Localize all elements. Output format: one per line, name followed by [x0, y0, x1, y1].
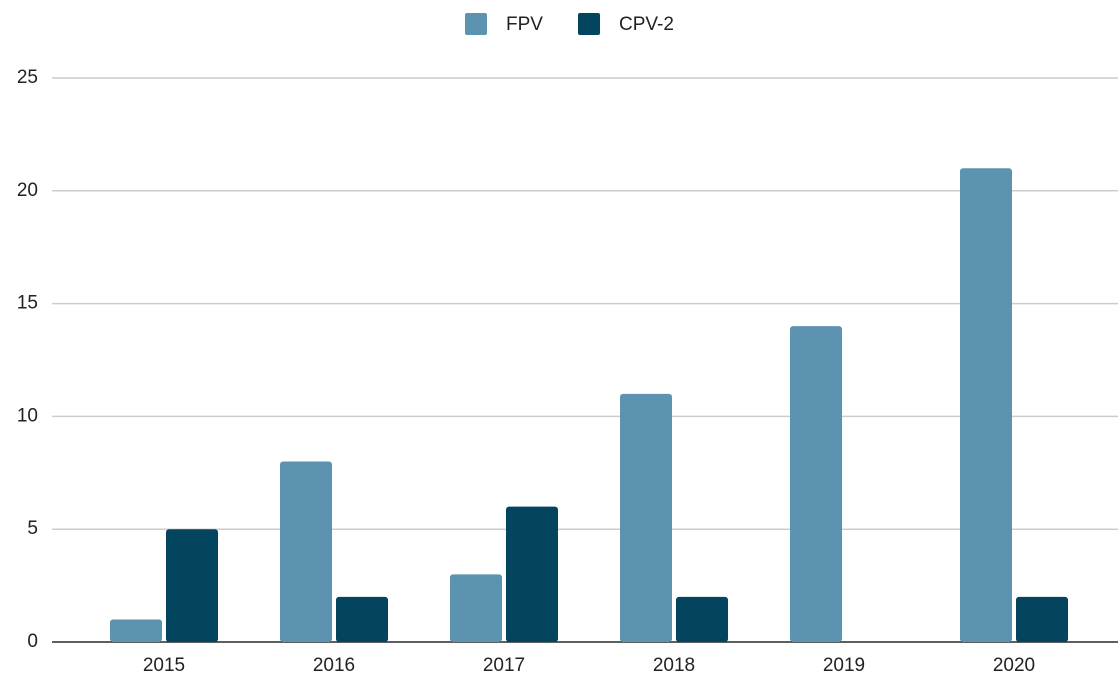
legend-swatch: [578, 13, 600, 35]
y-tick-label: 10: [17, 405, 38, 426]
y-tick-label: 5: [27, 518, 38, 539]
bar: [506, 506, 558, 642]
legend-label: CPV-2: [619, 14, 674, 35]
legend-swatch: [465, 13, 487, 35]
y-tick-label: 25: [17, 67, 38, 88]
x-tick-label: 2018: [653, 655, 695, 676]
bar: [790, 326, 842, 642]
bar: [1016, 596, 1068, 642]
bar: [960, 168, 1012, 643]
y-tick-label: 15: [17, 293, 38, 314]
x-tick-label: 2015: [143, 655, 185, 676]
bar: [110, 619, 162, 642]
y-tick-label: 0: [27, 631, 38, 652]
y-tick-label: 20: [17, 180, 38, 201]
bar: [676, 596, 728, 642]
bar: [166, 529, 218, 642]
legend-label: FPV: [506, 14, 543, 35]
bar: [336, 596, 388, 642]
bar: [450, 574, 502, 642]
bar: [280, 461, 332, 642]
x-tick-label: 2017: [483, 655, 525, 676]
x-tick-label: 2016: [313, 655, 355, 676]
x-tick-label: 2020: [993, 655, 1035, 676]
bar: [620, 393, 672, 642]
x-tick-label: 2019: [823, 655, 865, 676]
